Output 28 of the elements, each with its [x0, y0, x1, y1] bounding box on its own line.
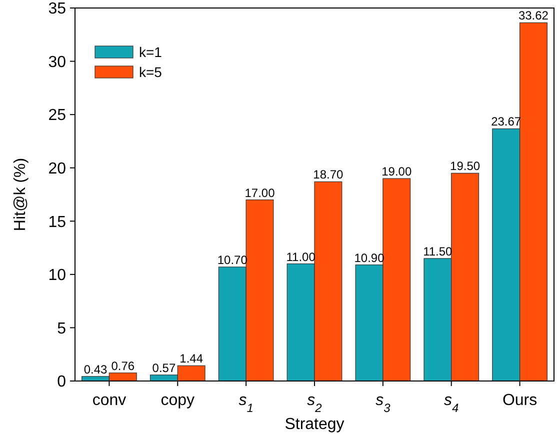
- legend-label: k=5: [139, 64, 162, 80]
- y-tick-label: 10: [48, 267, 66, 284]
- x-tick-label: s$_{1}$: [238, 392, 254, 415]
- y-tick-label: 25: [48, 107, 66, 124]
- data-label: 33.62: [518, 8, 549, 23]
- data-label: 0.43: [84, 362, 108, 376]
- data-label: 0.57: [152, 360, 176, 375]
- data-label: 0.76: [111, 358, 135, 373]
- y-tick-label: 5: [57, 320, 66, 338]
- x-axis-title: Strategy: [284, 416, 344, 433]
- y-tick-label: 0: [57, 374, 66, 391]
- data-label: 17.00: [244, 186, 276, 200]
- y-tick-label: 30: [48, 54, 66, 71]
- y-tick-label: 35: [48, 0, 66, 18]
- x-tick-label: conv: [92, 392, 126, 409]
- x-tick-label: s$_{2}$: [307, 392, 322, 415]
- data-label: 1.44: [180, 352, 204, 366]
- data-label: 18.70: [313, 168, 344, 182]
- data-label: 19.50: [450, 159, 480, 174]
- x-tick-label: copy: [160, 392, 195, 409]
- data-label: 19.00: [382, 164, 412, 179]
- y-tick-label: 20: [48, 160, 66, 178]
- y-tick-label: 15: [48, 214, 66, 231]
- x-tick-label: s$_{4}$: [444, 392, 460, 415]
- x-tick-label: s$_{3}$: [376, 392, 391, 415]
- legend-label: k=1: [139, 44, 162, 60]
- x-tick-label: Ours: [502, 392, 538, 409]
- y-axis-title: Hit@k (%): [12, 158, 29, 232]
